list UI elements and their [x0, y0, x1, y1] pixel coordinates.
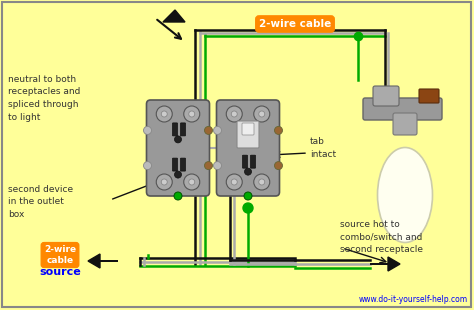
- FancyBboxPatch shape: [363, 98, 442, 120]
- Circle shape: [254, 174, 270, 190]
- Circle shape: [226, 174, 242, 190]
- Circle shape: [174, 192, 182, 200]
- Circle shape: [184, 174, 200, 190]
- Text: source hot to
combo/switch and
second receptacle: source hot to combo/switch and second re…: [340, 220, 423, 254]
- Circle shape: [274, 162, 283, 170]
- Circle shape: [174, 171, 182, 178]
- Text: 2-wire
cable: 2-wire cable: [44, 245, 76, 265]
- Circle shape: [244, 192, 252, 200]
- Circle shape: [189, 179, 195, 185]
- FancyBboxPatch shape: [181, 158, 185, 171]
- FancyBboxPatch shape: [217, 100, 280, 196]
- Circle shape: [259, 111, 265, 117]
- Circle shape: [259, 179, 265, 185]
- Circle shape: [204, 126, 212, 135]
- FancyBboxPatch shape: [242, 123, 254, 135]
- FancyBboxPatch shape: [237, 121, 259, 148]
- Circle shape: [161, 179, 167, 185]
- Circle shape: [243, 203, 253, 213]
- Text: tab
intact: tab intact: [310, 137, 336, 159]
- FancyBboxPatch shape: [146, 100, 210, 196]
- Circle shape: [174, 136, 182, 143]
- FancyBboxPatch shape: [173, 158, 177, 171]
- FancyBboxPatch shape: [173, 123, 177, 136]
- Circle shape: [144, 126, 152, 135]
- FancyBboxPatch shape: [373, 86, 399, 106]
- Polygon shape: [163, 10, 185, 22]
- Circle shape: [213, 162, 221, 170]
- Ellipse shape: [377, 148, 432, 242]
- Text: 2-wire cable: 2-wire cable: [259, 19, 331, 29]
- Circle shape: [184, 106, 200, 122]
- FancyBboxPatch shape: [250, 155, 255, 168]
- FancyArrow shape: [88, 254, 118, 268]
- Circle shape: [156, 106, 172, 122]
- Circle shape: [189, 111, 195, 117]
- Circle shape: [161, 111, 167, 117]
- FancyArrow shape: [370, 257, 400, 271]
- Circle shape: [156, 174, 172, 190]
- Text: www.do-it-yourself-help.com: www.do-it-yourself-help.com: [359, 295, 468, 304]
- Circle shape: [231, 179, 237, 185]
- Circle shape: [274, 126, 283, 135]
- Circle shape: [245, 168, 252, 175]
- Circle shape: [204, 162, 212, 170]
- Circle shape: [231, 111, 237, 117]
- FancyBboxPatch shape: [393, 113, 417, 135]
- Text: source: source: [39, 267, 81, 277]
- Text: second device
in the outlet
box: second device in the outlet box: [8, 185, 73, 219]
- FancyBboxPatch shape: [181, 123, 185, 136]
- Circle shape: [226, 106, 242, 122]
- Text: neutral to both
receptacles and
spliced through
to light: neutral to both receptacles and spliced …: [8, 75, 81, 122]
- Circle shape: [144, 162, 152, 170]
- Circle shape: [213, 126, 221, 135]
- FancyBboxPatch shape: [419, 89, 439, 103]
- FancyBboxPatch shape: [243, 155, 247, 168]
- Circle shape: [254, 106, 270, 122]
